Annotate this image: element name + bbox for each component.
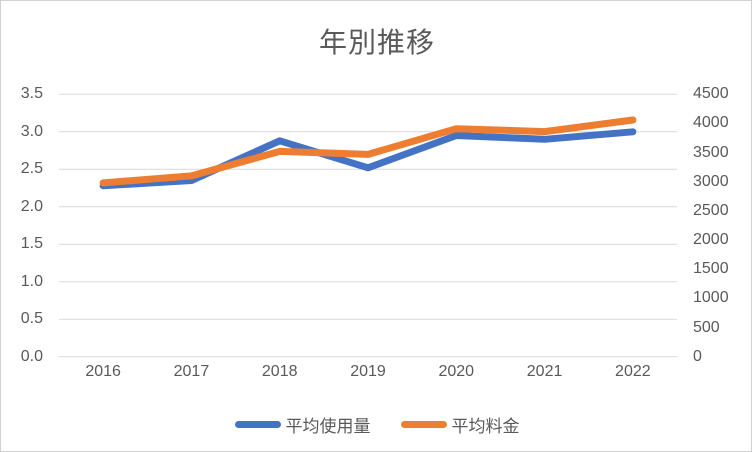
legend-item-usage: 平均使用量 [234,412,371,437]
left-axis-tick: 0.0 [20,347,43,365]
left-axis-tick: 0.5 [20,310,43,328]
legend: 平均使用量 平均料金 [1,412,751,437]
right-axis-tick: 1000 [693,289,729,307]
x-axis-label: 2020 [438,363,475,380]
right-axis-tick: 4000 [693,114,729,132]
x-axis-label: 2019 [350,363,386,380]
x-axis-label: 2016 [85,363,121,380]
legend-label-usage: 平均使用量 [285,417,371,436]
left-axis-tick: 2.5 [20,160,43,178]
left-axis-tick: 3.0 [20,122,43,140]
right-axis-tick: 4500 [693,85,729,103]
right-axis-tick: 3500 [693,143,729,161]
left-axis-tick: 3.5 [20,85,43,103]
x-axis-label: 2018 [261,363,298,380]
legend-line-swatch-usage [234,421,281,428]
right-axis-tick: 2500 [693,201,729,219]
legend-item-fee: 平均料金 [400,412,520,437]
right-axis-tick: 0 [693,347,702,365]
left-axis-tick: 1.0 [20,272,43,290]
x-axis-label: 2022 [615,363,651,380]
right-axis-tick: 500 [693,318,720,336]
x-axis-label: 2021 [526,363,563,380]
left-axis-tick: 2.0 [20,197,43,215]
series-line-usage [99,128,637,190]
right-axis-tick: 3000 [693,172,729,190]
legend-line-swatch-fee [400,421,447,428]
legend-label-fee: 平均料金 [451,417,520,436]
chart-title: 年別推移 [318,27,435,58]
right-axis-tick: 1500 [693,260,729,278]
series-line-fee [99,116,637,187]
x-axis-label: 2017 [173,363,210,380]
right-axis-tick: 2000 [693,231,729,249]
left-axis-tick: 1.5 [20,235,43,253]
